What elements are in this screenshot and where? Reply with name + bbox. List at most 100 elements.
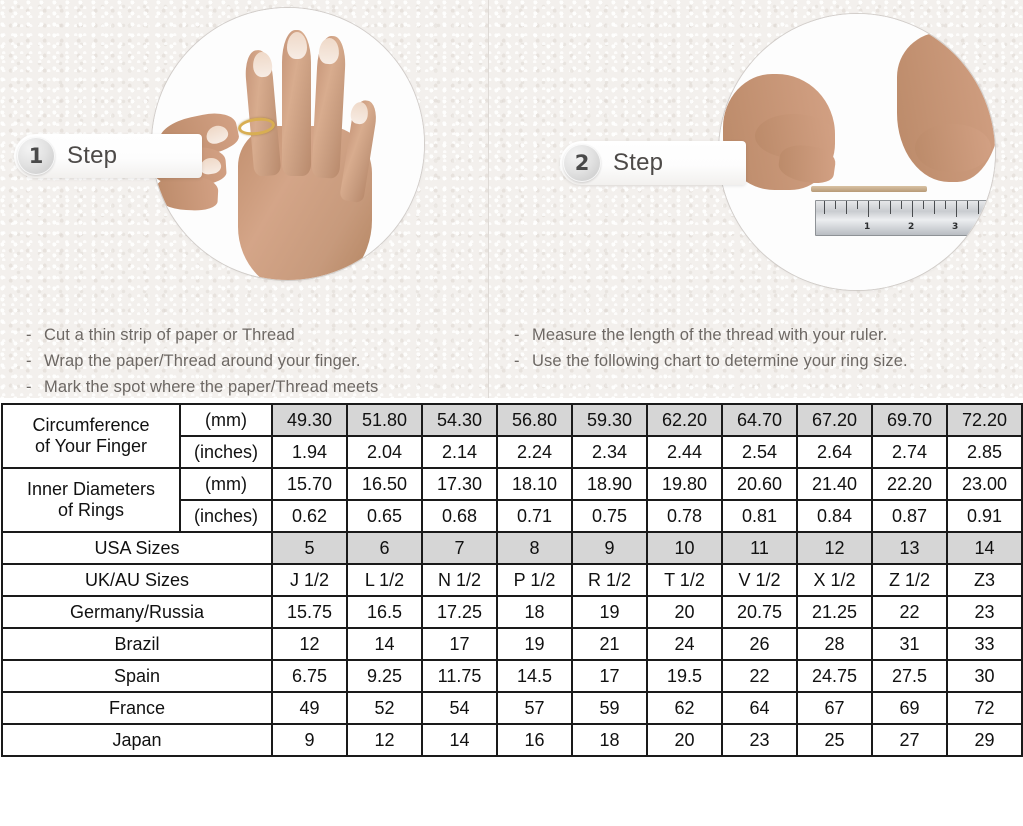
step-2-number: 2: [563, 144, 601, 182]
step-1-instructions: - Cut a thin strip of paper or Thread - Wr…: [26, 322, 378, 398]
step-1-instruction-1-text: Cut a thin strip of paper or Thread: [44, 326, 295, 344]
cell: 23.00: [946, 467, 1023, 501]
step-1-instruction-3-text: Mark the spot where the paper/Thread mee…: [44, 378, 379, 396]
cell: 18.10: [496, 467, 573, 501]
table-row: Brazil 12 14 17 19 21 24 26 28 31 33: [1, 627, 1023, 661]
cell: 2.85: [946, 435, 1023, 469]
cell: 18: [496, 595, 573, 629]
cell: 27.5: [871, 659, 948, 693]
cell: 22: [871, 595, 948, 629]
table-row: Spain 6.75 9.25 11.75 14.5 17 19.5 22 24…: [1, 659, 1023, 693]
table-row: Circumference of Your Finger (mm) 49.30 …: [1, 403, 1023, 469]
step-1-instruction-1: - Cut a thin strip of paper or Thread: [26, 326, 295, 344]
step-2-instructions: - Measure the length of the thread with y…: [514, 322, 908, 374]
cell: 9.25: [346, 659, 423, 693]
cell: 17.30: [421, 467, 498, 501]
cell: 8: [496, 531, 573, 565]
measuring-illustration: 1 2 3: [719, 14, 995, 290]
row-label-uk-au-sizes: UK/AU Sizes: [1, 563, 273, 597]
cell: 1.94: [271, 435, 348, 469]
cell: 64.70: [721, 403, 798, 437]
cell: 0.75: [571, 499, 648, 533]
table-row: Inner Diameters of Rings (mm) 15.70 16.5…: [1, 467, 1023, 533]
row-label-germany-russia: Germany/Russia: [1, 595, 273, 629]
cell: 15.75: [271, 595, 348, 629]
cell: 17: [571, 659, 648, 693]
index-nail: [251, 51, 274, 78]
middle-nail: [287, 32, 307, 59]
cell: 59.30: [571, 403, 648, 437]
cell: 6: [346, 531, 423, 565]
row-label-circumference-line1: Circumference: [32, 415, 150, 435]
ruler-mark-3: 3: [952, 222, 959, 232]
cell: 0.84: [796, 499, 873, 533]
cell: 0.71: [496, 499, 573, 533]
cell: 28: [796, 627, 873, 661]
cell: 0.87: [871, 499, 948, 533]
step-1-label: Step: [67, 142, 118, 169]
cell: 2.24: [496, 435, 573, 469]
step-2-instruction-1-text: Measure the length of the thread with yo…: [532, 326, 888, 344]
step-1-instruction-3: - Mark the spot where the paper/Thread me…: [26, 378, 379, 396]
row-label-japan: Japan: [1, 723, 273, 757]
unit-cell-mm-2: (mm): [179, 467, 273, 501]
cell: 15.70: [271, 467, 348, 501]
cell: 12: [271, 627, 348, 661]
cell: 2.34: [571, 435, 648, 469]
cell: 14.5: [496, 659, 573, 693]
right-hand-thumb: [915, 124, 991, 172]
cell: 17.25: [421, 595, 498, 629]
cell: 72.20: [946, 403, 1023, 437]
cell: 0.81: [721, 499, 798, 533]
step-1-instruction-2: - Wrap the paper/Thread around your finge…: [26, 352, 361, 370]
steps-area: 1 Step - Cut a thin strip of paper or Thr…: [0, 0, 1023, 398]
cell: V 1/2: [721, 563, 798, 597]
cell: 49: [271, 691, 348, 725]
cell: 7: [421, 531, 498, 565]
cell: 24: [646, 627, 723, 661]
step-1-instruction-2-text: Wrap the paper/Thread around your finger…: [44, 352, 361, 370]
table-row: Japan 9 12 14 16 18 20 23 25 27 29: [1, 723, 1023, 757]
pointing-hand-finger-2: [155, 174, 219, 212]
row-label-inner-diameters-line1: Inner Diameters: [26, 479, 156, 499]
cell: 11.75: [421, 659, 498, 693]
unit-cell-mm: (mm): [179, 403, 273, 437]
ruler-mark-1: 1: [864, 222, 871, 232]
panel-divider: [488, 0, 489, 398]
cell: 18: [571, 723, 648, 757]
cell: 54: [421, 691, 498, 725]
cell: 49.30: [271, 403, 348, 437]
cell: 19: [496, 627, 573, 661]
row-label-usa-sizes: USA Sizes: [1, 531, 273, 565]
cell: 25: [796, 723, 873, 757]
cell: Z3: [946, 563, 1023, 597]
cell: 18.90: [571, 467, 648, 501]
cell: 20: [646, 595, 723, 629]
cell: 16.5: [346, 595, 423, 629]
row-label-inner-diameters-line2: of Rings: [57, 500, 125, 520]
cell: Z 1/2: [871, 563, 948, 597]
cell: 19.5: [646, 659, 723, 693]
thread-strip: [811, 186, 927, 192]
step-1-number: 1: [17, 137, 55, 175]
table-row: (inches) 1.94 2.04 2.14 2.24 2.34 2.44 2…: [2, 435, 1023, 469]
cell: 13: [871, 531, 948, 565]
cell: 19.80: [646, 467, 723, 501]
cell: 52: [346, 691, 423, 725]
cell: 67.20: [796, 403, 873, 437]
cell: 0.65: [346, 499, 423, 533]
cell: 16: [496, 723, 573, 757]
step-2-instruction-1: - Measure the length of the thread with y…: [514, 326, 888, 344]
cell: T 1/2: [646, 563, 723, 597]
cell: 6.75: [271, 659, 348, 693]
cell: 20: [646, 723, 723, 757]
cell: 5: [271, 531, 348, 565]
cell: 14: [946, 531, 1023, 565]
cell: 67: [796, 691, 873, 725]
cell: 2.04: [346, 435, 423, 469]
cell: 30: [946, 659, 1023, 693]
cell: 21.25: [796, 595, 873, 629]
cell: 69.70: [871, 403, 948, 437]
cell: N 1/2: [421, 563, 498, 597]
